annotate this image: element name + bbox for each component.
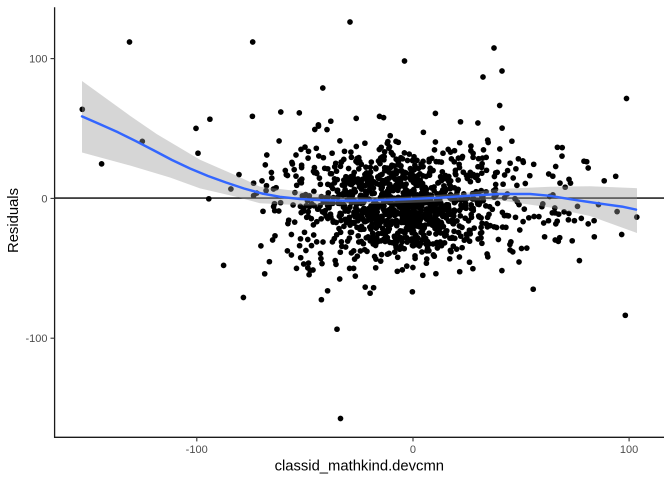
svg-text:classid_mathkind.devcmn: classid_mathkind.devcmn [275,459,444,475]
svg-text:100: 100 [29,54,47,66]
svg-text:-100: -100 [186,444,208,456]
svg-text:-100: -100 [25,333,47,345]
svg-text:0: 0 [41,193,47,205]
svg-text:0: 0 [410,444,416,456]
svg-text:Residuals: Residuals [6,188,22,253]
svg-text:100: 100 [620,444,638,456]
